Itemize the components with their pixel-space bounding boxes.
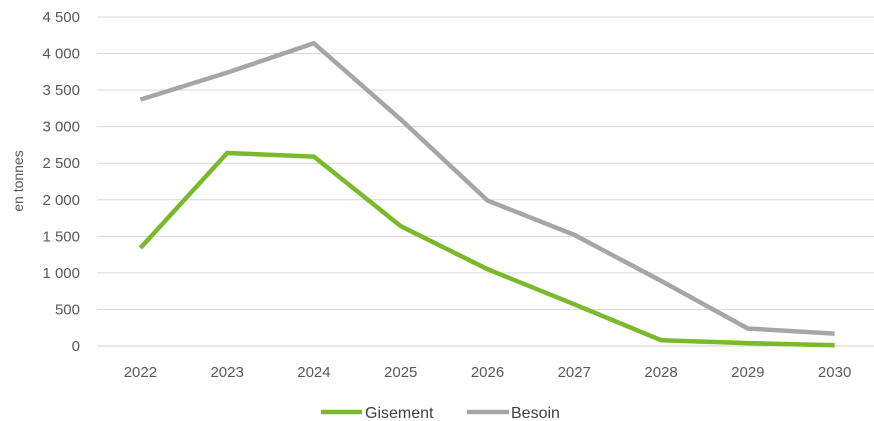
x-tick-label: 2030: [818, 364, 851, 381]
y-axis-label: en tonnes: [10, 150, 26, 212]
y-tick-label: 3 000: [42, 119, 80, 136]
legend: Gisement Besoin: [321, 405, 560, 421]
series-line-besoin: [139, 41, 835, 336]
x-axis-ticks: 2022 2023 2024 2025 2026 2027 2028 2029 2030: [124, 364, 852, 381]
legend-item-besoin: Besoin: [467, 405, 560, 421]
y-tick-label: 2 000: [42, 192, 80, 209]
legend-item-gisement: Gisement: [321, 405, 434, 421]
x-tick-label: 2026: [471, 364, 504, 381]
x-tick-label: 2029: [731, 364, 764, 381]
x-tick-label: 2022: [124, 364, 157, 381]
x-tick-label: 2024: [297, 364, 330, 381]
x-tick-label: 2027: [558, 364, 591, 381]
y-tick-label: 2 500: [42, 155, 80, 172]
legend-label: Gisement: [365, 405, 434, 421]
y-tick-label: 500: [55, 301, 80, 318]
x-tick-label: 2023: [210, 364, 243, 381]
y-axis-ticks: 0 500 1 000 1 500 2 000 2 500 3 000 3 500 4 000 4…: [42, 9, 80, 355]
series-lines: [138, 41, 835, 348]
gridlines: [97, 16, 874, 347]
x-tick-label: 2025: [384, 364, 417, 381]
y-tick-label: 0: [72, 338, 80, 355]
legend-label: Besoin: [511, 405, 560, 421]
y-tick-label: 1 500: [42, 228, 80, 245]
y-tick-label: 1 000: [42, 265, 80, 282]
y-tick-label: 4 500: [42, 9, 80, 26]
y-tick-label: 4 000: [42, 46, 80, 63]
y-tick-label: 3 500: [42, 82, 80, 99]
x-tick-label: 2028: [644, 364, 677, 381]
